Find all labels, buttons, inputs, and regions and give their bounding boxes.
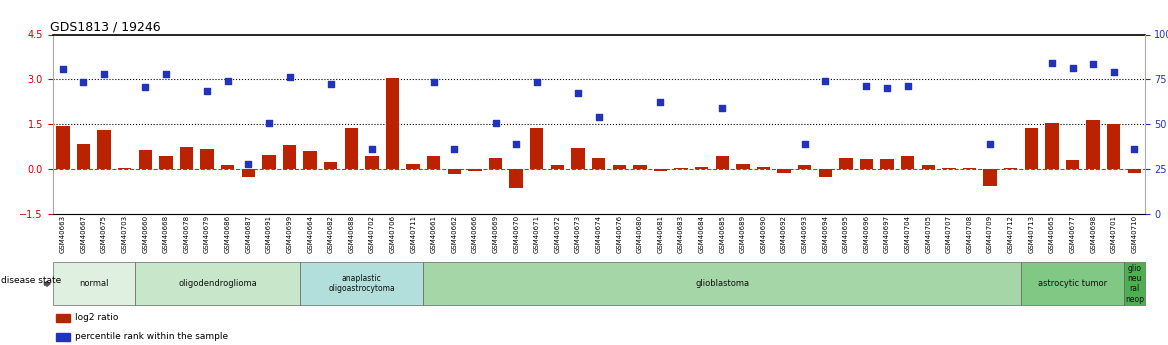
Point: [795, 141, 814, 146]
Point: [445, 146, 464, 151]
Bar: [1086, 120, 1100, 169]
Point: [857, 83, 876, 89]
Bar: [530, 128, 543, 169]
Bar: [571, 148, 585, 169]
Bar: [860, 159, 874, 169]
Bar: [798, 166, 812, 169]
Bar: [983, 169, 996, 186]
Bar: [922, 166, 934, 169]
Point: [589, 114, 607, 119]
Bar: [592, 158, 605, 169]
Bar: [201, 149, 214, 169]
Bar: [385, 78, 399, 169]
Bar: [716, 156, 729, 169]
Bar: [283, 145, 297, 169]
Bar: [56, 126, 70, 169]
Bar: [674, 168, 688, 169]
Point: [816, 78, 835, 83]
Bar: [242, 169, 255, 177]
Text: glio
neu
ral
neop: glio neu ral neop: [1125, 264, 1143, 304]
Bar: [819, 169, 832, 177]
Point: [898, 83, 917, 89]
Bar: [778, 169, 791, 172]
Point: [1084, 61, 1103, 67]
Point: [569, 90, 588, 96]
Bar: [159, 156, 173, 169]
Text: percentile rank within the sample: percentile rank within the sample: [75, 332, 228, 341]
Point: [981, 141, 1000, 146]
Bar: [489, 158, 502, 169]
Point: [712, 105, 731, 110]
Bar: [468, 169, 481, 171]
Point: [362, 146, 381, 151]
Bar: [324, 162, 338, 169]
Bar: [1045, 123, 1058, 169]
Text: glioblastoma: glioblastoma: [695, 279, 750, 288]
Point: [321, 81, 340, 87]
Bar: [962, 168, 976, 169]
Bar: [839, 158, 853, 169]
Bar: [406, 164, 419, 169]
Bar: [1004, 168, 1017, 169]
Point: [1105, 69, 1124, 75]
Bar: [633, 165, 647, 169]
Point: [507, 141, 526, 146]
Bar: [180, 147, 193, 169]
Point: [135, 84, 154, 90]
Bar: [881, 159, 894, 169]
Text: astrocytic tumor: astrocytic tumor: [1038, 279, 1107, 288]
Bar: [221, 166, 235, 169]
Bar: [1024, 128, 1038, 169]
Bar: [1066, 160, 1079, 169]
Point: [1063, 65, 1082, 71]
Bar: [97, 130, 111, 169]
Bar: [263, 155, 276, 169]
Bar: [139, 150, 152, 169]
Point: [528, 79, 547, 85]
Text: normal: normal: [79, 279, 109, 288]
Text: log2 ratio: log2 ratio: [75, 313, 118, 322]
Bar: [345, 128, 359, 169]
Bar: [1127, 169, 1141, 172]
Point: [157, 71, 175, 77]
Point: [280, 74, 299, 80]
Point: [651, 99, 669, 105]
Bar: [509, 169, 523, 188]
Point: [1043, 60, 1062, 66]
Point: [54, 66, 72, 72]
Bar: [304, 150, 317, 169]
Bar: [366, 156, 378, 169]
Bar: [654, 169, 667, 171]
Bar: [612, 165, 626, 169]
Bar: [736, 164, 750, 169]
Text: disease state: disease state: [1, 276, 62, 285]
Point: [259, 120, 278, 126]
Point: [424, 79, 443, 85]
Bar: [1107, 124, 1120, 169]
Point: [218, 78, 237, 83]
Bar: [550, 166, 564, 169]
Bar: [943, 168, 955, 169]
Bar: [447, 169, 461, 175]
Point: [74, 79, 92, 85]
Point: [95, 71, 113, 77]
Point: [197, 88, 216, 93]
Bar: [77, 144, 90, 169]
Point: [239, 161, 258, 166]
Text: anaplastic
oligoastrocytoma: anaplastic oligoastrocytoma: [328, 274, 395, 294]
Point: [1125, 146, 1143, 151]
Bar: [695, 167, 708, 169]
Point: [877, 85, 896, 90]
Bar: [901, 156, 915, 169]
Text: oligodendroglioma: oligodendroglioma: [178, 279, 257, 288]
Text: GDS1813 / 19246: GDS1813 / 19246: [50, 20, 161, 33]
Bar: [757, 167, 770, 169]
Bar: [427, 157, 440, 169]
Bar: [118, 168, 131, 169]
Point: [486, 120, 505, 126]
